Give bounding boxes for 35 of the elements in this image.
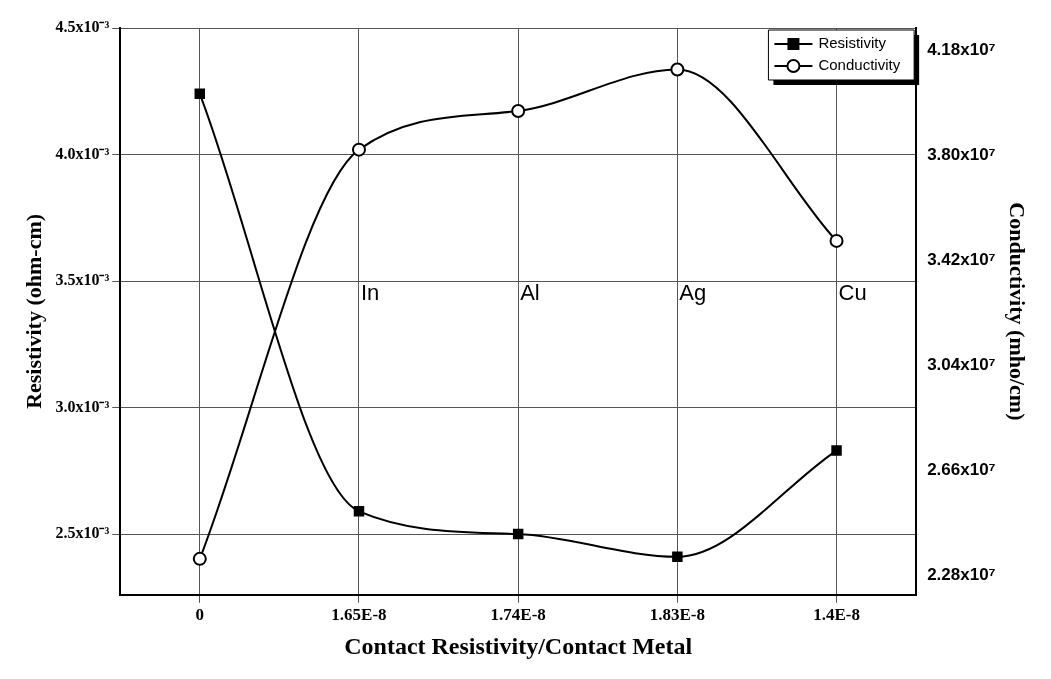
- legend-label: Conductivity: [818, 56, 901, 74]
- annotation: Al: [520, 280, 540, 306]
- annotation: Ag: [679, 280, 707, 306]
- point: [512, 528, 524, 540]
- point: [351, 142, 366, 157]
- y-tick-label: 2.5x10⁻³: [55, 524, 110, 542]
- point: [353, 506, 365, 517]
- y2-tick-label: 2.66x10⁷: [927, 460, 996, 480]
- y2-axis-title: Conductivity (mho/cm): [1005, 202, 1031, 421]
- y2-tick-label: 3.42x10⁷: [927, 249, 996, 269]
- point: [670, 62, 685, 77]
- y-tick-label: 4.5x10⁻³: [55, 18, 110, 36]
- x-tick-label: 1.65E-8: [331, 605, 387, 625]
- x-tick-label: 1.4E-8: [813, 605, 860, 625]
- x-tick-label: 1.74E-8: [490, 605, 546, 625]
- annotation: In: [360, 280, 380, 306]
- y2-tick-label: 2.28x10⁷: [927, 565, 996, 585]
- x-tick-label: 1.83E-8: [649, 605, 705, 625]
- point: [829, 233, 844, 248]
- point: [672, 551, 683, 563]
- point: [192, 551, 207, 566]
- y-tick-label: 4.0x10⁻³: [55, 144, 110, 162]
- annotation: Cu: [838, 280, 867, 306]
- x-tick-label: 0: [195, 605, 205, 625]
- point: [831, 445, 842, 456]
- y-tick-label: 3.5x10⁻³: [55, 271, 110, 289]
- y2-tick-label: 4.18x10⁷: [927, 39, 996, 59]
- legend-label: Resistivity: [818, 34, 887, 52]
- y-axis-title: Resistivity (ohm-cm): [20, 213, 46, 409]
- y2-tick-label: 3.80x10⁷: [927, 144, 996, 164]
- x-axis-title: Contact Resistivity/Contact Metal: [344, 632, 693, 659]
- point: [194, 88, 206, 100]
- point: [511, 103, 526, 118]
- y2-tick-label: 3.04x10⁷: [927, 355, 996, 374]
- y-tick-label: 3.0x10⁻³: [55, 397, 110, 415]
